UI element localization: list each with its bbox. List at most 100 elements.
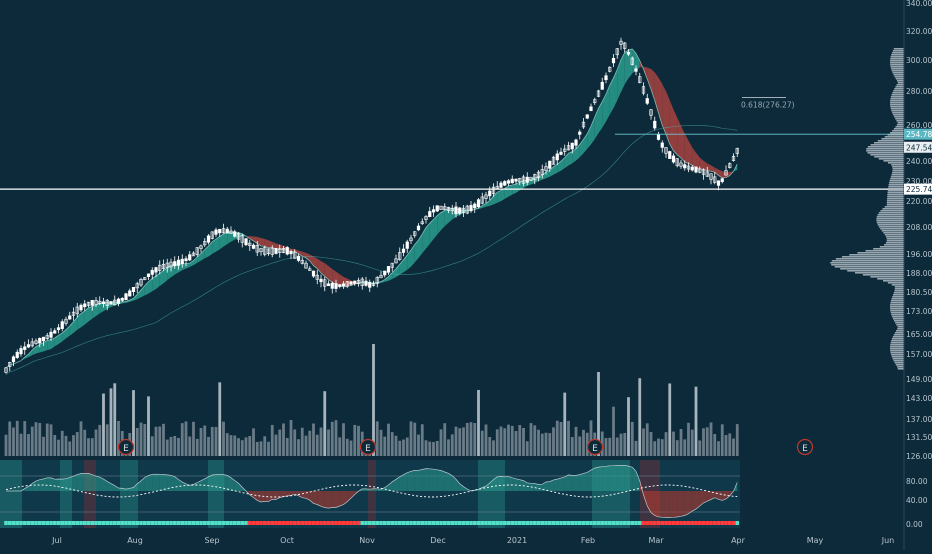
- volume-profile-bar: [896, 84, 904, 86]
- oscillator-state-bar: [525, 521, 530, 525]
- volume-bar: [312, 423, 315, 456]
- candle-body: [679, 162, 683, 167]
- candle: [173, 256, 177, 269]
- trend-ribbon-segment: [688, 140, 693, 166]
- y-axis-tick-label: 173.00: [906, 307, 932, 316]
- oscillator-area: [512, 477, 516, 491]
- volume-bar: [184, 421, 188, 456]
- volume-bar: [522, 427, 525, 456]
- price-tag-last-bg: [904, 141, 932, 153]
- trend-ribbon-segment: [598, 101, 603, 134]
- candle: [653, 116, 657, 131]
- volume-bar: [398, 440, 402, 456]
- volume-bar: [439, 429, 443, 456]
- candle: [596, 89, 601, 98]
- oscillator-state-bar: [656, 521, 661, 525]
- oscillator-state-bar: [615, 521, 620, 525]
- candle: [540, 164, 544, 179]
- candle: [158, 260, 162, 275]
- trend-ribbon-segment: [489, 196, 494, 206]
- oscillator-area: [321, 491, 325, 508]
- volume-profile-bar: [883, 160, 904, 162]
- y-axis-tick-label: 280.00: [906, 87, 932, 96]
- candle: [439, 205, 443, 210]
- trend-ribbon-segment: [332, 269, 336, 285]
- trend-ribbon-segment: [133, 294, 138, 301]
- oscillator-state-bar: [19, 521, 23, 525]
- volume-bar: [372, 344, 375, 456]
- candle: [113, 295, 117, 306]
- volume-profile-bar: [895, 322, 904, 324]
- earnings-marker-circle: [359, 438, 377, 456]
- trend-ribbon-segment: [28, 349, 33, 358]
- trend-ribbon-segment: [609, 77, 614, 115]
- oscillator-area: [163, 474, 168, 491]
- trend-ribbon-segment: [557, 161, 561, 173]
- volume-profile-bar: [890, 132, 904, 134]
- volume-profile-bar: [884, 234, 904, 236]
- oscillator-state-bar: [720, 521, 725, 525]
- oscillator-state-bar: [607, 521, 612, 525]
- volume-bar: [630, 421, 634, 456]
- candle: [424, 215, 428, 224]
- volume-bar: [432, 441, 435, 456]
- volume-profile-bar: [891, 284, 904, 286]
- volume-bar: [405, 437, 409, 456]
- volume-profile-bar: [847, 270, 904, 272]
- candle: [728, 162, 732, 169]
- candle-body: [169, 261, 173, 268]
- trend-ribbon-segment: [666, 91, 670, 145]
- volume-profile-bar: [894, 288, 904, 290]
- x-axis-tick-label: Oct: [280, 536, 294, 545]
- candle-body: [701, 169, 706, 175]
- oscillator-state-bar: [604, 521, 608, 525]
- price-tag-high-bg: [904, 128, 932, 140]
- volume-profile-bar: [890, 342, 904, 344]
- oscillator-area: [546, 481, 550, 491]
- candle: [263, 245, 267, 257]
- earnings-marker-label: E: [365, 444, 371, 454]
- candle-body: [240, 235, 244, 243]
- volume-profile-bar: [890, 352, 904, 354]
- oscillator-area: [362, 488, 366, 491]
- oscillator-area: [156, 474, 160, 491]
- oscillator-area: [306, 491, 310, 501]
- volume-profile-bar: [891, 164, 904, 166]
- volume-bar: [424, 440, 428, 456]
- candle-body: [596, 90, 601, 97]
- candle: [356, 277, 361, 287]
- trend-ribbon-segment: [418, 233, 423, 258]
- volume-profile-bar: [897, 326, 904, 328]
- volume-profile-bar: [894, 286, 904, 288]
- oscillator-state-bar: [101, 521, 106, 525]
- candle: [409, 234, 413, 244]
- candle: [83, 300, 87, 311]
- oscillator-state-bar: [161, 521, 166, 525]
- oscillator-area: [152, 474, 156, 491]
- trend-ribbon-segment: [156, 273, 160, 290]
- volume-bar: [649, 431, 653, 456]
- y-axis-tick-label: 165.00: [906, 330, 932, 339]
- volume-bar: [233, 435, 237, 456]
- candle: [638, 72, 642, 84]
- volume-bar: [278, 429, 282, 456]
- trend-ribbon-segment: [313, 256, 318, 269]
- volume-profile-bar: [892, 316, 904, 318]
- candle-body: [698, 168, 702, 173]
- volume-bar: [713, 434, 717, 456]
- trend-ribbon-segment: [137, 290, 141, 300]
- candle: [506, 179, 511, 186]
- candle-body: [8, 361, 12, 367]
- oscillator-state-bar: [311, 521, 316, 525]
- candle-body: [600, 81, 604, 90]
- volume-bar: [53, 435, 57, 456]
- trend-ribbon-segment: [182, 263, 186, 271]
- candle-body: [454, 206, 458, 215]
- volume-bar: [709, 422, 713, 456]
- earnings-marker-label: E: [123, 444, 129, 454]
- candle-body: [120, 298, 124, 301]
- volume-bar: [135, 427, 139, 456]
- y-axis-tick-label: 131.50: [906, 433, 932, 442]
